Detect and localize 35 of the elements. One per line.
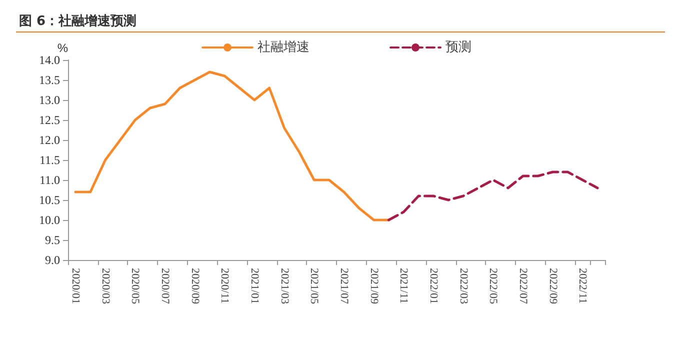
y-tick-label: 11.5 xyxy=(39,153,60,167)
x-tick-label: 2022/03 xyxy=(457,268,470,305)
x-tick-label: 2020/09 xyxy=(188,268,201,305)
y-tick-label: 10.0 xyxy=(39,213,60,227)
y-tick-label: 13.0 xyxy=(39,93,60,107)
x-tick-label: 2021/09 xyxy=(368,268,380,305)
x-tick-label: 2022/01 xyxy=(427,268,440,304)
x-tick-label: 2021/01 xyxy=(248,268,260,304)
x-tick-label: 2021/11 xyxy=(398,268,410,304)
x-tick-label: 2021/05 xyxy=(308,268,320,305)
x-tick-label: 2021/03 xyxy=(278,268,290,305)
x-tick-label: 2021/07 xyxy=(338,268,350,305)
y-tick-label: 9.0 xyxy=(45,253,60,267)
y-tick-label: 12.5 xyxy=(39,113,60,127)
chart-title: 图 6：社融增速预测 xyxy=(19,13,137,29)
y-tick-label: 11.0 xyxy=(39,173,60,187)
x-tick-label: 2022/11 xyxy=(576,268,589,304)
x-tick-label: 2020/05 xyxy=(129,268,142,305)
x-tick-label: 2020/01 xyxy=(69,268,82,304)
line-series xyxy=(387,170,599,222)
x-tick-label: 2022/07 xyxy=(516,268,529,305)
y-tick-label: 9.5 xyxy=(45,233,60,247)
x-tick-label: 2020/03 xyxy=(99,268,112,305)
y-tick-label: 14.0 xyxy=(39,53,60,67)
legend-label: 预测 xyxy=(446,40,472,55)
legend-label: 社融增速 xyxy=(258,40,310,55)
x-tick-label: 2022/05 xyxy=(487,268,500,305)
y-axis-title: % xyxy=(57,41,68,55)
y-tick-label: 12.0 xyxy=(39,133,60,147)
y-tick-label: 13.5 xyxy=(39,73,60,87)
line-series xyxy=(74,70,390,222)
x-tick-label: 2020/11 xyxy=(218,268,231,304)
y-tick-label: 10.5 xyxy=(39,193,60,207)
x-tick-label: 2020/07 xyxy=(158,268,171,305)
x-tick-label: 2022/09 xyxy=(546,268,559,305)
